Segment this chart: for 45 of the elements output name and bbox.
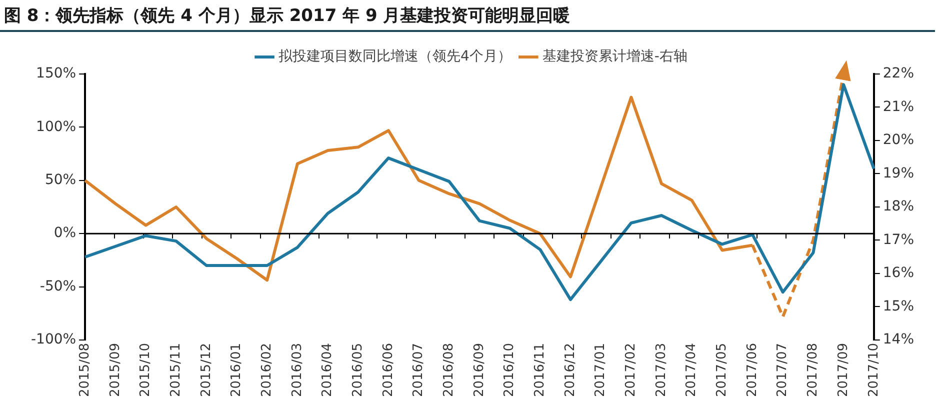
x-tick-label: 2016/11 xyxy=(532,342,548,398)
y-tick-label: -100% xyxy=(31,332,76,348)
x-tick-label: 2016/03 xyxy=(290,342,305,398)
y2-tick-label: 22% xyxy=(882,66,914,82)
x-tick-label: 2015/09 xyxy=(108,342,123,398)
x-tick-label: 2016/06 xyxy=(380,342,396,398)
x-tick-label: 2016/02 xyxy=(259,342,274,398)
legend-label: 拟投建项目数同比增速（领先4个月） xyxy=(278,48,512,65)
x-tick-label: 2016/07 xyxy=(411,342,426,398)
x-tick-label: 2017/06 xyxy=(744,342,760,398)
x-tick-label: 2017/05 xyxy=(714,342,730,398)
y2-tick-label: 16% xyxy=(882,265,914,282)
x-tick-label: 2016/10 xyxy=(502,342,518,398)
y-tick-label: 0% xyxy=(54,225,76,242)
y2-tick-label: 14% xyxy=(882,332,914,348)
x-tick-label: 2016/01 xyxy=(229,342,244,398)
x-tick-label: 2015/10 xyxy=(138,342,154,398)
y-tick-label: 50% xyxy=(44,172,76,188)
y-tick-label: 100% xyxy=(36,118,76,135)
y2-tick-label: 19% xyxy=(882,165,914,182)
y-tick-label: -50% xyxy=(40,278,76,294)
x-tick-label: 2015/08 xyxy=(77,342,92,398)
y2-tick-label: 15% xyxy=(882,298,914,314)
legend-label: 基建投资累计增速-右轴 xyxy=(542,48,688,65)
x-tick-label: 2017/04 xyxy=(684,342,700,398)
x-tick-label: 2016/12 xyxy=(562,342,578,398)
y-tick-label: 150% xyxy=(36,66,76,82)
y2-tick-label: 20% xyxy=(882,132,914,148)
y2-tick-label: 21% xyxy=(882,98,914,115)
x-tick-label: 2015/12 xyxy=(198,342,214,398)
x-tick-label: 2017/03 xyxy=(654,342,669,398)
x-tick-label: 2016/05 xyxy=(350,342,366,398)
x-tick-label: 2016/04 xyxy=(320,342,336,398)
x-tick-label: 2016/09 xyxy=(472,342,487,398)
x-tick-label: 2017/09 xyxy=(836,342,851,398)
x-tick-label: 2016/08 xyxy=(442,342,457,398)
x-tick-label: 2017/02 xyxy=(624,342,639,398)
y2-tick-label: 18% xyxy=(882,198,914,215)
x-tick-label: 2015/11 xyxy=(168,342,184,398)
x-tick-label: 2017/01 xyxy=(593,342,608,398)
chart-title: 图 8：领先指标（领先 4 个月）显示 2017 年 9 月基建投资可能明显回暖 xyxy=(4,5,570,27)
x-tick-label: 2017/10 xyxy=(866,342,882,398)
y2-tick-label: 17% xyxy=(882,232,914,248)
x-tick-label: 2017/07 xyxy=(775,342,790,398)
x-tick-label: 2017/08 xyxy=(806,342,821,398)
